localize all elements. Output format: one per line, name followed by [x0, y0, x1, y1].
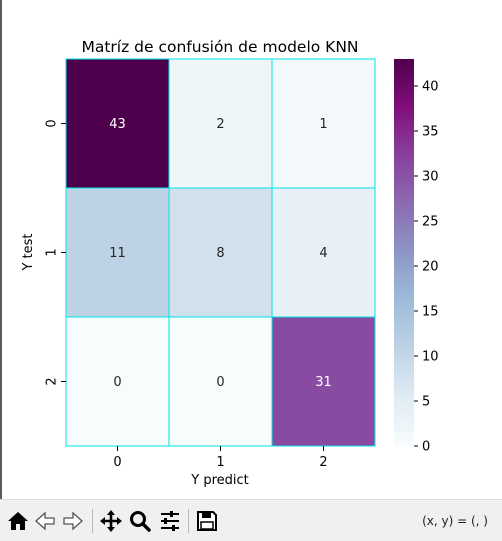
back-button[interactable]	[33, 509, 57, 533]
colorbar-tick-label: 5	[422, 395, 430, 410]
home-icon	[8, 512, 28, 530]
forward-icon	[63, 511, 83, 531]
navigation-toolbar: (x, y) = (, )	[0, 499, 502, 541]
back-icon	[35, 511, 55, 531]
heatmap-axes: 0 1 2 0 1 2	[45, 119, 328, 470]
cell-value-label: 43	[109, 117, 126, 132]
y-axis-label: Y test	[21, 233, 36, 271]
heatmap-cell	[271, 316, 376, 447]
colorbar-tick-label: 20	[422, 260, 439, 275]
cell-value-label: 11	[109, 246, 126, 261]
toolbar-separator	[188, 509, 189, 533]
configure-subplots-button[interactable]	[158, 509, 182, 533]
heatmap-cells: 43 2 111 8 40 0 31	[65, 58, 376, 447]
heatmap-cell	[168, 316, 273, 447]
cell-value-label: 4	[319, 246, 327, 261]
x-tick-label: 1	[216, 455, 224, 470]
cell-value-label: 2	[216, 117, 224, 132]
zoom-button[interactable]	[128, 509, 152, 533]
coordinate-readout: (x, y) = (, )	[422, 514, 488, 528]
save-button[interactable]	[195, 509, 219, 533]
heatmap-cell	[168, 58, 273, 189]
x-tick-label: 2	[319, 455, 327, 470]
zoom-icon	[130, 511, 151, 532]
configure-subplots-icon	[161, 511, 179, 531]
y-tick-label: 0	[45, 119, 60, 127]
colorbar-gradient	[394, 59, 414, 446]
toolbar-separator	[92, 509, 93, 533]
heatmap-chart: Matríz de confusión de modelo KNN 43 2 111…	[21, 38, 439, 488]
colorbar-tick-label: 30	[422, 170, 439, 185]
cell-value-label: 0	[216, 375, 224, 390]
colorbar-tick-label: 15	[422, 305, 439, 320]
pan-icon	[100, 510, 122, 532]
colorbar-tick-label: 0	[422, 440, 430, 455]
y-tick-label: 2	[45, 377, 60, 385]
pan-button[interactable]	[99, 509, 123, 533]
cell-value-label: 1	[319, 117, 327, 132]
y-tick-label: 1	[45, 248, 60, 256]
heatmap-cell	[271, 58, 376, 189]
colorbar-tick-label: 35	[422, 125, 439, 140]
save-icon	[197, 511, 217, 531]
colorbar: 0 5 10 15 20 25 30 35 40	[394, 59, 439, 455]
x-axis-label: Y predict	[190, 473, 249, 488]
figure-canvas[interactable]: Matríz de confusión de modelo KNN 43 2 1 11…	[2, 0, 502, 499]
colorbar-tick-label: 25	[422, 215, 439, 230]
colorbar-tick-label: 40	[422, 80, 439, 95]
forward-button[interactable]	[61, 509, 85, 533]
home-button[interactable]	[6, 509, 30, 533]
cell-value-label: 8	[216, 246, 224, 261]
x-tick-label: 0	[113, 455, 121, 470]
window-left-border	[0, 0, 2, 541]
heatmap-cell	[65, 58, 170, 189]
colorbar-tick-label: 10	[422, 350, 439, 365]
chart-title: Matríz de confusión de modelo KNN	[81, 38, 358, 56]
cell-value-label: 31	[315, 375, 332, 390]
cell-value-label: 0	[113, 375, 121, 390]
